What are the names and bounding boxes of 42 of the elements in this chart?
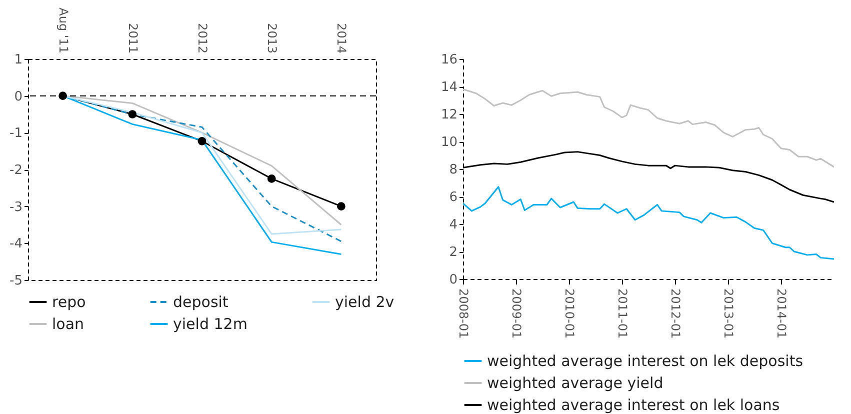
x-tick-label: 2012-01 [668, 288, 682, 339]
y-tick-label: 8 [449, 162, 458, 178]
y-tick-label: -3 [10, 200, 22, 215]
x-tick-label: 2014 [334, 22, 349, 54]
y-tick-label: 1 [14, 52, 22, 68]
legend-label: weighted average yield [487, 374, 664, 392]
legend-label: weighted average interest on lek loans [487, 396, 780, 414]
legend-label: yield 12m [173, 315, 248, 333]
x-tick-label: 2009-01 [510, 288, 524, 339]
x-tick-label: 2013 [265, 22, 280, 54]
point [198, 136, 206, 146]
y-tick-label: -2 [10, 163, 22, 178]
y-tick-label: 12 [440, 108, 458, 122]
x-tick-label: 2008-01 [456, 288, 470, 339]
y-tick-label: 4 [449, 218, 458, 232]
legend-label: loan [52, 315, 84, 333]
x-tick-label: 2010-01 [562, 288, 577, 339]
x-tick-label: 2011 [126, 22, 140, 54]
point [128, 110, 137, 118]
x-tick-label: Aug '11 [56, 8, 70, 54]
point [337, 202, 346, 211]
y-tick-label: -4 [10, 236, 22, 252]
y-tick-label: 2 [449, 245, 458, 260]
legend-label: weighted average interest on lek deposits [487, 352, 804, 370]
x-tick-label: 2014-01 [774, 288, 789, 339]
legend-label: yield 2v [335, 293, 394, 311]
line-series [463, 186, 834, 260]
legend-label: repo [52, 293, 86, 311]
y-tick-label: 14 [440, 80, 458, 95]
legend-label: deposit [173, 293, 228, 311]
y-tick-label: 0 [449, 272, 458, 288]
y-tick-label: 10 [440, 135, 458, 150]
y-tick-label: 0 [14, 89, 22, 104]
x-tick-label: 2013-01 [722, 288, 736, 339]
y-tick-label: 16 [440, 52, 458, 68]
y-tick-label: -1 [10, 126, 22, 142]
x-tick-label: 2011-01 [616, 288, 630, 339]
y-tick-label: -5 [10, 274, 22, 288]
y-tick-label: 6 [449, 190, 458, 205]
line-series [463, 88, 834, 168]
point [267, 174, 276, 183]
x-tick-label: 2012 [196, 22, 210, 54]
